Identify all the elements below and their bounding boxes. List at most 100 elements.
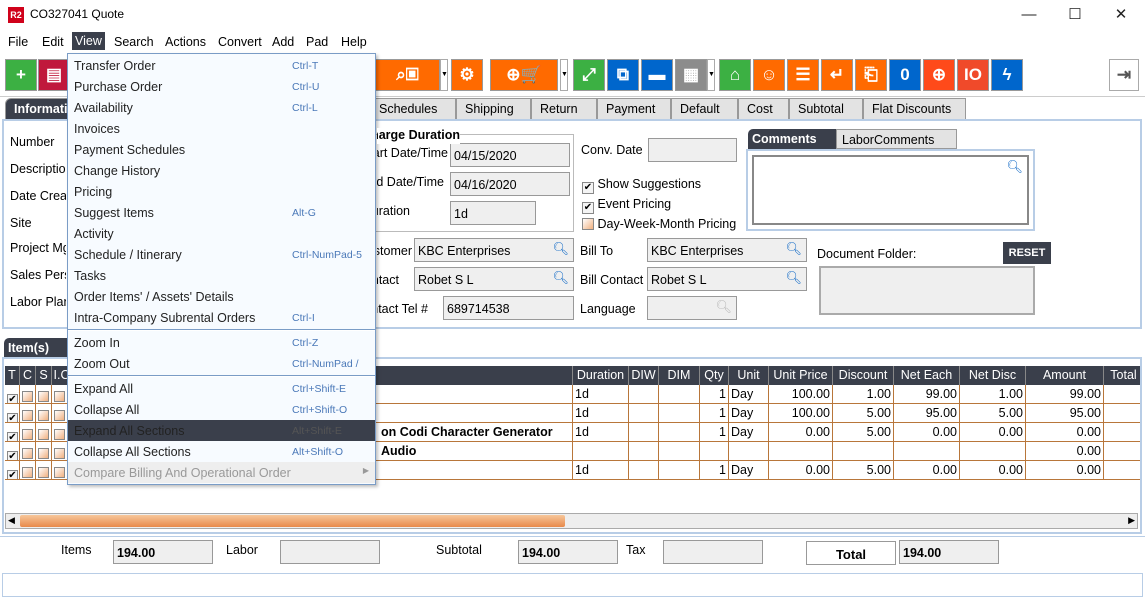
checkbox-unchecked-icon[interactable] xyxy=(38,448,49,459)
cell-c[interactable] xyxy=(20,385,36,404)
duration-field[interactable]: 1d xyxy=(450,201,536,225)
tab-subtotal[interactable]: Subtotal xyxy=(789,98,863,120)
cell-s[interactable] xyxy=(36,423,52,442)
tab-comments[interactable]: Comments xyxy=(748,129,836,149)
checkbox-unchecked-icon[interactable] xyxy=(54,448,65,459)
menu-item-change-history[interactable]: Change History xyxy=(68,160,375,181)
tab-return[interactable]: Return xyxy=(531,98,597,120)
bill-to-field[interactable]: KBC Enterprises 🔍︎ xyxy=(647,238,807,262)
menu-item-tasks[interactable]: Tasks xyxy=(68,265,375,286)
menu-search[interactable]: Search xyxy=(114,35,154,49)
cell-t[interactable]: ✔ xyxy=(5,385,20,404)
cell-s[interactable] xyxy=(36,404,52,423)
start-date-field[interactable]: 04/15/2020 xyxy=(450,143,570,167)
column-header-net-disc[interactable]: Net Disc xyxy=(960,366,1026,385)
expand-button[interactable]: ⤢ xyxy=(573,59,605,91)
maximize-button[interactable]: ☐ xyxy=(1068,6,1082,23)
print-button[interactable]: ▤ xyxy=(38,59,70,91)
tab-shipping[interactable]: Shipping xyxy=(456,98,531,120)
dropdown-arrow-icon[interactable]: ▼ xyxy=(440,59,448,91)
bill-contact-field[interactable]: Robet S L 🔍︎ xyxy=(647,267,807,291)
column-header-total[interactable]: Total xyxy=(1104,366,1140,385)
cell-t[interactable]: ✔ xyxy=(5,404,20,423)
tab-default[interactable]: Default xyxy=(671,98,738,120)
cell-s[interactable] xyxy=(36,442,52,461)
checkbox-unchecked-icon[interactable] xyxy=(22,467,33,478)
tab-schedules[interactable]: Schedules xyxy=(370,98,456,120)
menu-item-activity[interactable]: Activity xyxy=(68,223,375,244)
menu-item-invoices[interactable]: Invoices xyxy=(68,118,375,139)
column-header-dim[interactable]: DIM xyxy=(659,366,700,385)
menu-item-collapse-all-sections[interactable]: Collapse All Sections Alt+Shift-O xyxy=(68,441,375,462)
menu-add[interactable]: Add xyxy=(272,35,295,49)
checkbox-unchecked-icon[interactable] xyxy=(22,429,33,440)
language-field[interactable]: 🔍︎ xyxy=(647,296,737,320)
column-header-s[interactable]: S xyxy=(36,366,52,385)
table-row[interactable]: ✔ Audio 0.00 xyxy=(5,442,1140,461)
table-row[interactable]: ✔ on Codi Character Generator 1d 1 Day 0.00 5.… xyxy=(5,423,1140,442)
gears-button[interactable]: ⚙ xyxy=(451,59,483,91)
comments-textarea[interactable]: 🔍︎ xyxy=(752,155,1029,225)
menu-pad[interactable]: Pad xyxy=(306,35,329,49)
checkbox-unchecked-icon[interactable] xyxy=(38,467,49,478)
menu-item-pricing[interactable]: Pricing xyxy=(68,181,375,202)
cell-t[interactable]: ✔ xyxy=(5,461,20,480)
column-header-unit-price[interactable]: Unit Price xyxy=(769,366,833,385)
show-suggestions-checkbox[interactable]: ✔ Show Suggestions xyxy=(582,177,701,194)
menu-edit[interactable]: Edit xyxy=(42,35,64,49)
checkbox-checked-icon[interactable]: ✔ xyxy=(7,413,18,423)
structure-button[interactable]: ⧉ xyxy=(607,59,639,91)
column-header-duration[interactable]: Duration xyxy=(573,366,629,385)
customer-field[interactable]: KBC Enterprises 🔍︎ xyxy=(414,238,574,262)
tab-information[interactable]: Information xyxy=(5,98,85,120)
safe-button[interactable]: IO xyxy=(957,59,989,91)
minimize-button[interactable]: — xyxy=(1021,6,1037,23)
scroll-right-icon[interactable]: ▶ xyxy=(1128,515,1135,525)
menu-convert[interactable]: Convert xyxy=(218,35,262,49)
cart-po-button[interactable]: ⊕🛒 xyxy=(490,59,558,91)
cell-c[interactable] xyxy=(20,423,36,442)
column-header-net-each[interactable]: Net Each xyxy=(894,366,960,385)
cell-t[interactable]: ✔ xyxy=(5,423,20,442)
checkbox-unchecked-icon[interactable] xyxy=(54,391,65,402)
checkbox-unchecked-icon[interactable] xyxy=(54,467,65,478)
search-icon[interactable]: 🔍︎ xyxy=(1006,159,1023,174)
checkbox-checked-icon[interactable]: ✔ xyxy=(7,432,18,442)
tab-cost[interactable]: Cost xyxy=(738,98,789,120)
menu-item-zoom-in[interactable]: Zoom In Ctrl-Z xyxy=(68,332,375,353)
scroll-button[interactable]: ☰ xyxy=(787,59,819,91)
contact-field[interactable]: Robet S L 🔍︎ xyxy=(414,267,574,291)
box-return-button[interactable]: ⎗ xyxy=(855,59,887,91)
search-icon[interactable]: 🔍︎ xyxy=(715,299,732,314)
column-header-c[interactable]: C xyxy=(20,366,36,385)
search-box-button[interactable]: ⌕▣ xyxy=(375,59,440,91)
end-date-field[interactable]: 04/16/2020 xyxy=(450,172,570,196)
checkbox-checked-icon[interactable]: ✔ xyxy=(7,470,18,480)
menu-item-intra-company-subrental-orders[interactable]: Intra-Company Subrental Orders Ctrl-I xyxy=(68,307,375,328)
event-pricing-checkbox[interactable]: ✔ Event Pricing xyxy=(582,197,671,214)
lightning-button[interactable]: ϟ xyxy=(991,59,1023,91)
message-button[interactable]: ▬ xyxy=(641,59,673,91)
menu-item-order-items-assets-details[interactable]: Order Items' / Assets' Details xyxy=(68,286,375,307)
cell-c[interactable] xyxy=(20,461,36,480)
search-icon[interactable]: 🔍︎ xyxy=(785,270,802,285)
menu-item-purchase-order[interactable]: Purchase Order Ctrl-U xyxy=(68,76,375,97)
checkbox-unchecked-icon[interactable] xyxy=(22,391,33,402)
search-icon[interactable]: 🔍︎ xyxy=(785,241,802,256)
tel-field[interactable]: 689714538 xyxy=(443,296,574,320)
cell-c[interactable] xyxy=(20,404,36,423)
checkbox-unchecked-icon[interactable] xyxy=(38,429,49,440)
search-icon[interactable]: 🔍︎ xyxy=(552,241,569,256)
column-header-unit[interactable]: Unit xyxy=(729,366,769,385)
column-header-t[interactable]: T xyxy=(5,366,20,385)
new-document-button[interactable]: + xyxy=(5,59,37,91)
checkbox-checked-icon[interactable]: ✔ xyxy=(7,451,18,461)
cell-s[interactable] xyxy=(36,385,52,404)
tab-payment[interactable]: Payment xyxy=(597,98,671,120)
hierarchy-button[interactable]: ⌂ xyxy=(719,59,751,91)
column-header-diw[interactable]: DIW xyxy=(629,366,659,385)
menu-help[interactable]: Help xyxy=(341,35,367,49)
dwm-pricing-checkbox[interactable]: Day-Week-Month Pricing xyxy=(582,217,736,231)
smiley-button[interactable]: ☺ xyxy=(753,59,785,91)
return-button[interactable]: ↵ xyxy=(821,59,853,91)
